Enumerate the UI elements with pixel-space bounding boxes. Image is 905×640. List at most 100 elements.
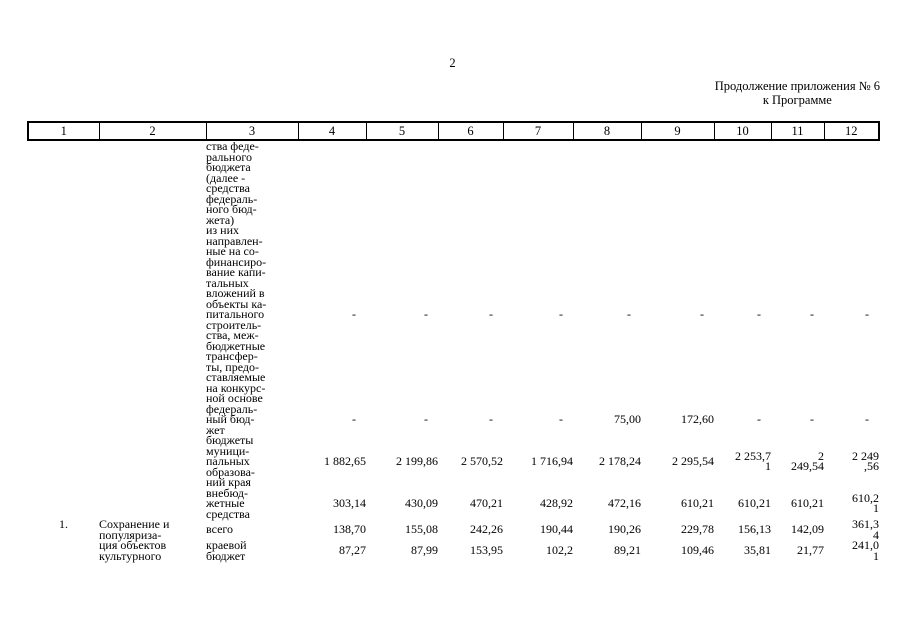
activity-name-cell [99,435,206,488]
value-cell: 241,0 1 [852,538,879,563]
value-cell: - [810,307,814,321]
value-cell: 142,09 [791,522,824,537]
table-row: бюджеты муници- пальных образова- ний кр… [28,433,879,489]
column-header-8: 8 [572,121,642,141]
value-cell: 89,21 [614,543,641,558]
value-cell: 361,3 4 [852,517,879,542]
value-cell: 470,21 [470,496,503,510]
value-cell [771,140,824,225]
funding-source-cell: всего [206,522,234,537]
funding-source-cell: краевой бюджет [206,538,247,563]
value-cell: - [559,307,563,321]
table-row: 1. Сохранение и популяриза- ция объектов… [28,517,879,562]
value-cell: 153,95 [470,543,503,558]
value-cell: 610,21 [791,496,824,510]
continuation-note: Продолжение приложения № 6 к Программе [714,79,880,107]
value-cell: 610,21 [738,496,771,510]
value-cell: - [865,412,869,426]
row-number-cell: 1. [59,517,68,531]
table-row: федераль- ный бюд- жет - - - - 75,00 172… [28,401,879,437]
value-cell: 2 199,86 [396,454,438,468]
value-cell: 138,70 [333,522,366,537]
column-header-3: 3 [205,121,299,141]
table-row: ства феде- рального бюджета (далее - сре… [28,140,879,226]
table-header: 1 2 3 4 5 6 7 8 9 10 11 12 [27,121,880,141]
column-header-5: 5 [365,121,439,141]
value-cell: - [559,412,563,426]
row-number-cell [28,140,99,225]
row-number-cell [28,435,99,488]
value-cell: 303,14 [333,496,366,510]
value-cell: 242,26 [470,522,503,537]
row-number-cell [28,488,99,520]
row-number-cell [28,404,99,436]
column-header-9: 9 [640,121,715,141]
value-cell [714,140,771,225]
funding-source-cell: федераль- ный бюд- жет [206,401,258,437]
value-cell: 430,09 [405,496,438,510]
value-cell: - [810,412,814,426]
funding-source-cell: внебюд- жетные средства [206,485,251,521]
column-header-1: 1 [27,121,100,141]
value-cell: 102,2 [546,543,573,558]
activity-name-cell [99,140,206,225]
value-cell: 156,13 [738,522,771,537]
table-row: внебюд- жетные средства 303,14 430,09 47… [28,485,879,521]
value-cell: 229,78 [681,522,714,537]
value-cell: 190,44 [540,522,573,537]
value-cell: - [489,307,493,321]
continuation-line2: к Программе [762,92,832,107]
budget-table: 1 2 3 4 5 6 7 8 9 10 11 12 ства феде- ра… [27,121,880,563]
column-header-4: 4 [297,121,367,141]
value-cell: 2 178,24 [599,454,641,468]
value-cell: - [489,412,493,426]
funding-source-cell: бюджеты муници- пальных образова- ний кр… [206,433,255,489]
value-cell: 610,21 [681,496,714,510]
value-cell [438,140,503,225]
value-cell: 35,81 [744,543,771,558]
value-cell: - [757,412,761,426]
value-cell: 21,77 [797,543,824,558]
value-cell: 472,16 [608,496,641,510]
value-cell: 2 253,7 1 [735,448,771,474]
value-cell: 2 249,54 [791,448,824,474]
value-cell: 109,46 [681,543,714,558]
value-cell [366,140,438,225]
column-header-11: 11 [770,121,825,141]
table-row: из них направлен- ные на со- финансиро- … [28,223,879,405]
activity-name-cell [99,404,206,436]
column-header-6: 6 [437,121,504,141]
column-header-12: 12 [823,121,880,141]
value-cell: 1 716,94 [531,454,573,468]
page-number: 2 [449,56,456,70]
column-header-7: 7 [502,121,574,141]
row-number-cell [28,225,99,404]
continuation-line1: Продолжение приложения № 6 [714,79,880,93]
value-cell [573,140,641,225]
value-cell: - [352,307,356,321]
value-cell: - [757,307,761,321]
value-cell: - [627,307,631,321]
value-cell: 2 295,54 [672,454,714,468]
activity-name-cell: Сохранение и популяриза- ция объектов ку… [99,517,170,563]
value-cell [641,140,714,225]
value-cell: 172,60 [681,412,714,426]
value-cell: 75,00 [614,412,641,426]
value-cell: - [424,307,428,321]
value-cell: 428,92 [540,496,573,510]
value-cell: 190,26 [608,522,641,537]
column-header-10: 10 [713,121,772,141]
value-cell: 2 570,52 [461,454,503,468]
value-cell: 87,99 [411,543,438,558]
value-cell: 1 882,65 [324,454,366,468]
value-cell: - [865,307,869,321]
value-cell: - [424,412,428,426]
table-row: краевой бюджет 87,27 87,99 153,95 102,2 … [28,538,879,563]
activity-name-cell [99,488,206,520]
value-cell [503,140,573,225]
funding-source-cell: из них направлен- ные на со- финансиро- … [206,223,267,405]
value-cell: 87,27 [339,543,366,558]
table-body: ства феде- рального бюджета (далее - сре… [28,140,879,563]
value-cell: 2 249 ,56 [852,448,879,474]
column-header-2: 2 [98,121,207,141]
